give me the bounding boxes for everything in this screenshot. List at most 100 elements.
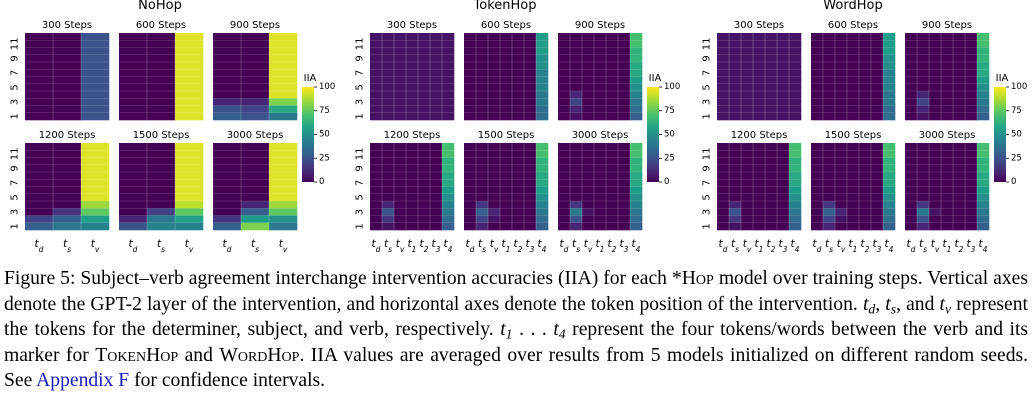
heatmap-cell [729,76,742,85]
heatmap-cell [147,150,176,158]
heatmap-cell [594,222,607,231]
heatmap-cell [370,208,383,216]
heatmap-cell [241,40,270,48]
heatmap-cell [512,47,525,56]
heatmap-cell [905,47,918,56]
heatmap-cell [905,222,918,231]
x-tick-label: t2 [861,238,870,254]
heatmap-cell [269,105,298,114]
x-tick-label: t1 [943,238,952,254]
heatmap-cell [729,186,742,195]
heatmap-cell [582,91,595,99]
heatmap-cell [81,91,110,99]
heatmap-cell [606,76,619,85]
heatmap-cell [777,150,790,158]
heatmap-cell [500,201,513,209]
heatmap-cell [536,186,549,195]
heatmap-cell [953,150,966,158]
heatmap-cell [430,208,443,216]
heatmap-cell [512,83,525,92]
heatmap-cell [789,208,802,216]
heatmap-panel: 900 Steps [905,20,990,121]
heatmap-cell [241,179,270,187]
heatmap-cell [512,186,525,195]
heatmap-cell [442,47,455,56]
heatmap-cell [81,143,110,151]
heatmap-cell [789,33,802,41]
heatmap-cell [269,98,298,106]
heatmap-cell [147,208,176,216]
heatmap-cell [859,83,872,92]
heatmap-cell [147,40,176,48]
heatmap-cell [941,112,954,121]
heatmap-panel: 3000 Steps [558,130,643,231]
heatmap-cell [394,33,407,41]
heatmap-cell [418,157,431,166]
heatmap-cell [394,157,407,166]
heatmap-cell [953,215,966,224]
x-tick-label: tv [743,238,752,254]
heatmap-cell [25,62,54,70]
heatmap-cell [789,150,802,158]
heatmap-cell [147,193,176,202]
heatmap-cell [729,105,742,114]
heatmap-cell [905,186,918,195]
heatmap-cell [536,69,549,77]
heatmap-cell [464,143,477,151]
heatmap-cell [382,33,395,41]
heatmap-cell [119,143,148,151]
heatmap-cell [536,172,549,180]
heatmap-cell [500,98,513,106]
heatmap-cell [905,201,918,209]
heatmap-cell [464,105,477,114]
heatmap-cell [241,172,270,180]
heatmap-cell [500,222,513,231]
heatmap-cell [777,47,790,56]
heatmap-cell [536,47,549,56]
heatmap-cell [442,150,455,158]
heatmap-cell [119,76,148,85]
heatmap-cell [147,112,176,121]
heatmap-cell [81,208,110,216]
heatmap-cell [871,208,884,216]
heatmap-cell [488,40,501,48]
heatmap-cell [847,62,860,70]
heatmap-cell [512,172,525,180]
heatmap-cell [53,76,82,85]
heatmap-cell [241,150,270,158]
heatmap-cell [524,186,537,195]
heatmap-cell [965,208,978,216]
heatmap-cell [777,112,790,121]
heatmap-cell [823,47,836,56]
heatmap-cell [823,164,836,173]
heatmap-cell [594,172,607,180]
heatmap-cell [570,172,583,180]
panel-title: 600 Steps [136,20,186,31]
heatmap-cell [777,69,790,77]
appendix-f-link[interactable]: Appendix F [36,370,130,392]
heatmap-cell [753,105,766,114]
heatmap-cell [594,69,607,77]
heatmap-cell [269,208,298,216]
heatmap-panel: 1200 Steps 1 3 5 7 9 11 [702,130,802,231]
x-tick-label: tv [837,238,846,254]
heatmap-cell [847,112,860,121]
heatmap-cell [382,76,395,85]
heatmap-cell [835,179,848,187]
heatmap-cell [582,83,595,92]
heatmap-cell [871,201,884,209]
heatmap-cell [406,222,419,231]
heatmap-cell [119,91,148,99]
heatmap-cell [953,83,966,92]
heatmap-cell [859,172,872,180]
heatmap-cell [81,40,110,48]
heatmap-cell [476,62,489,70]
heatmap-cell [777,62,790,70]
heatmap-cell [370,62,383,70]
heatmap-cell [977,83,990,92]
heatmap-cell [823,172,836,180]
heatmap-cell [765,91,778,99]
heatmap-cell [25,33,54,41]
heatmap-cell [241,62,270,70]
heatmap-cell [53,172,82,180]
